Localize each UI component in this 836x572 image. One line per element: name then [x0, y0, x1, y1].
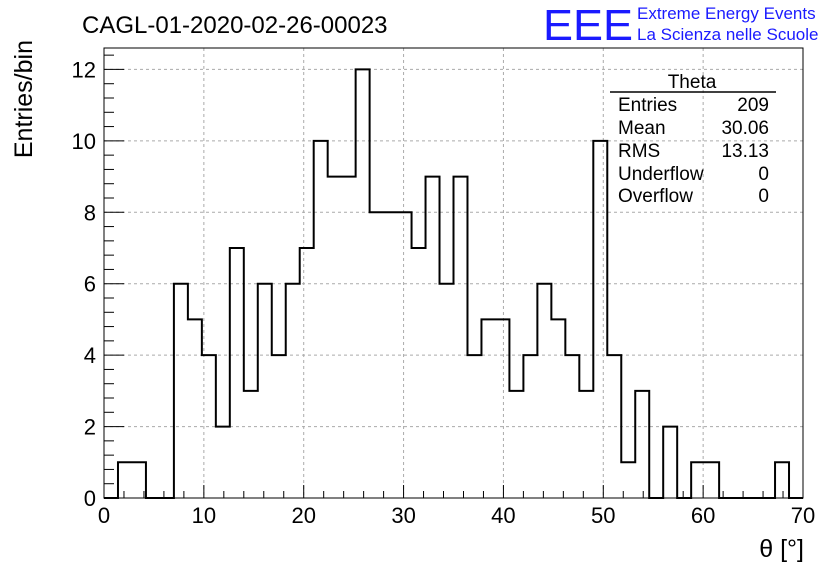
x-axis-title: θ [°]	[759, 535, 804, 563]
logo-mark: EEE	[543, 1, 633, 50]
histogram-outline	[104, 68, 803, 499]
logo-line2: La Scienza nelle Scuole	[637, 25, 818, 44]
histogram-bin	[509, 391, 523, 498]
histogram-bin	[328, 177, 342, 498]
stats-value-rms: 13.13	[721, 141, 769, 162]
axes: 0 10 20 30 40 50 60 70 0 2 4 6 8 10 12	[72, 54, 815, 528]
x-tick-label: 60	[691, 503, 715, 528]
histogram-bin	[635, 391, 649, 498]
y-tick-label: 12	[72, 57, 96, 82]
histogram-bin	[775, 462, 789, 498]
stats-label-rms: RMS	[618, 141, 660, 162]
eee-logo: EEE Extreme Energy Events La Scienza nel…	[543, 1, 818, 50]
logo-line1: Extreme Energy Events	[637, 4, 816, 23]
x-tick-label: 70	[791, 503, 815, 528]
plot-frame	[103, 47, 804, 499]
x-tick-label: 20	[291, 503, 315, 528]
histogram-bin	[454, 177, 468, 498]
stats-label-mean: Mean	[618, 118, 666, 139]
chart-title: CAGL-01-2020-02-26-00023	[82, 12, 388, 39]
stats-value-mean: 30.06	[721, 118, 769, 139]
histogram-bin	[216, 427, 230, 498]
histogram-series	[104, 68, 803, 499]
stats-label-entries: Entries	[618, 95, 677, 116]
stats-value-entries: 209	[737, 95, 769, 116]
stats-value-overflow: 0	[758, 186, 769, 207]
x-tick-label: 50	[591, 503, 615, 528]
stats-value-underflow: 0	[758, 164, 769, 185]
histogram-bin	[244, 391, 258, 498]
y-tick-label: 0	[84, 486, 96, 511]
histogram-bin	[286, 284, 300, 498]
histogram-bin	[579, 391, 593, 498]
stats-label-overflow: Overflow	[618, 186, 693, 207]
histogram-bin	[440, 284, 454, 498]
histogram-bin	[230, 248, 244, 498]
y-axis-title: Entries/bin	[10, 40, 38, 158]
x-tick-label: 40	[491, 503, 515, 528]
y-tick-label: 4	[84, 343, 96, 368]
stats-label-underflow: Underflow	[618, 164, 704, 185]
histogram-bin	[593, 141, 607, 498]
histogram-bin	[467, 355, 481, 498]
x-tick-label: 0	[98, 503, 110, 528]
histogram-bin	[705, 462, 719, 498]
histogram-bin	[412, 248, 426, 498]
x-tick-label: 10	[192, 503, 216, 528]
histogram-bin	[551, 319, 565, 498]
stats-box: Theta Entries 209 Mean 30.06 RMS 13.13 U…	[610, 72, 776, 207]
histogram-bin	[314, 141, 328, 498]
histogram-bin	[426, 177, 440, 498]
histogram-bin	[342, 177, 356, 498]
histogram-bin	[188, 319, 202, 498]
x-tick-label: 30	[391, 503, 415, 528]
histogram-bin	[258, 284, 272, 498]
y-tick-label: 10	[72, 129, 96, 154]
histogram-bin	[537, 284, 551, 498]
histogram-bin	[118, 462, 132, 498]
histogram-bin	[481, 319, 495, 498]
y-tick-label: 8	[84, 200, 96, 225]
histogram-bin	[663, 427, 677, 498]
stats-title: Theta	[668, 72, 717, 93]
histogram-bin	[384, 212, 398, 498]
histogram-bin	[495, 319, 509, 498]
y-tick-label: 2	[84, 415, 96, 440]
histogram-bin	[174, 284, 188, 498]
y-tick-label: 6	[84, 272, 96, 297]
histogram-bin	[300, 248, 314, 498]
